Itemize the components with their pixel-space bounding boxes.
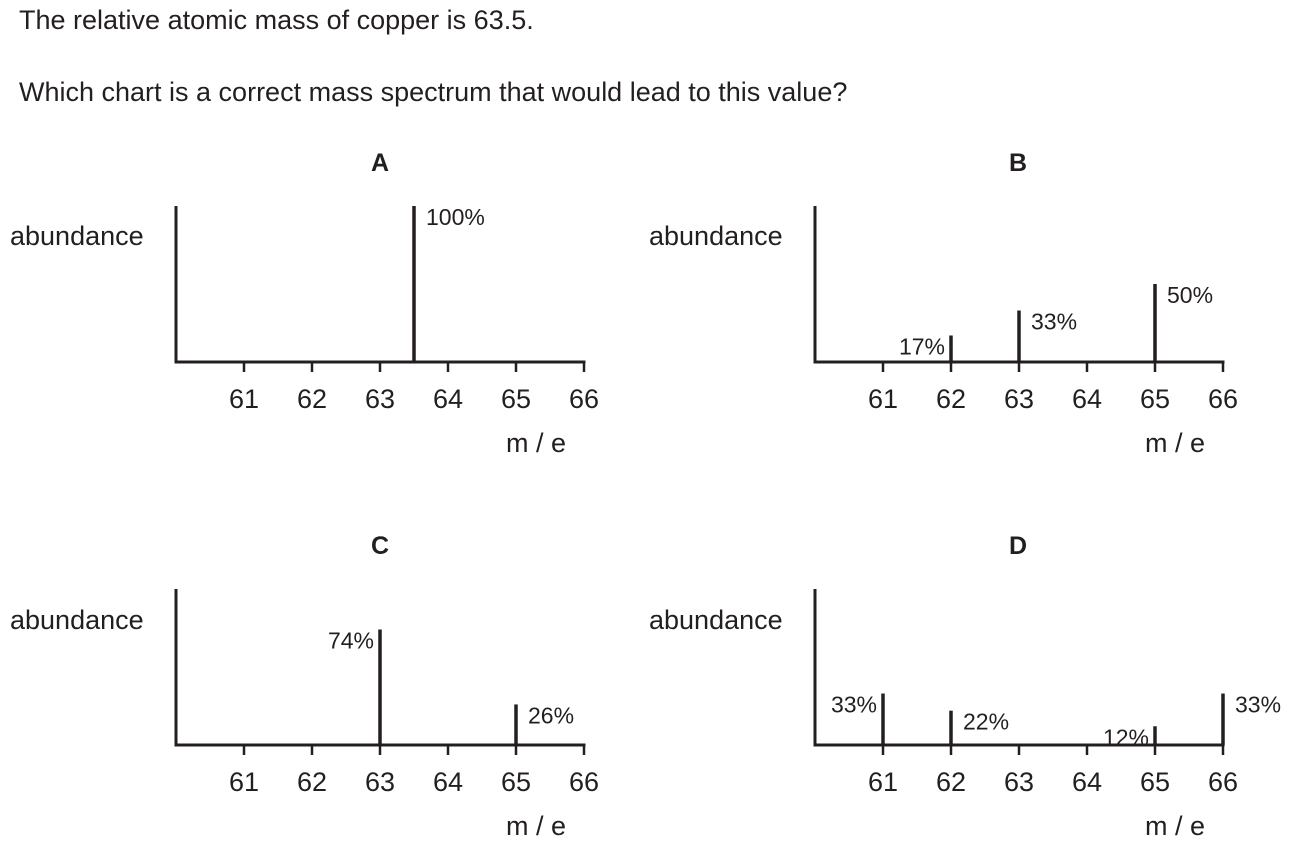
peak-label: 33%	[1235, 692, 1281, 718]
chart-title: A	[371, 149, 389, 177]
x-tick-label: 63	[365, 384, 395, 414]
x-tick-label: 64	[433, 384, 463, 414]
question-line-2: Which chart is a correct mass spectrum t…	[19, 77, 848, 107]
x-tick-label: 65	[501, 384, 531, 414]
peak-label: 12%	[1103, 724, 1149, 750]
peak-label: 100%	[426, 204, 485, 230]
x-tick-label: 65	[501, 767, 531, 797]
peak-label: 33%	[831, 692, 877, 718]
x-tick-label: 64	[433, 767, 463, 797]
x-tick-label: 62	[297, 384, 327, 414]
chart-title: B	[1009, 149, 1027, 177]
x-tick-label: 66	[569, 384, 599, 414]
x-tick-label: 61	[229, 384, 259, 414]
x-tick-label: 64	[1072, 767, 1102, 797]
x-tick-label: 62	[936, 767, 966, 797]
x-tick-label: 63	[365, 767, 395, 797]
x-tick-label: 63	[1004, 767, 1034, 797]
x-tick-label: 61	[229, 767, 259, 797]
peak-label: 33%	[1031, 309, 1077, 335]
x-tick-label: 62	[297, 767, 327, 797]
x-tick-label: 66	[1208, 767, 1238, 797]
y-axis-label: abundance	[649, 221, 783, 251]
peak-label: 26%	[528, 702, 574, 728]
x-tick-label: 65	[1140, 767, 1170, 797]
x-tick-label: 66	[1208, 384, 1238, 414]
chart-title: C	[371, 532, 389, 560]
y-axis-label: abundance	[10, 221, 144, 251]
x-axis-label: m / e	[506, 428, 566, 458]
peak-label: 17%	[899, 333, 945, 359]
x-tick-label: 62	[936, 384, 966, 414]
x-tick-label: 61	[868, 384, 898, 414]
y-axis-label: abundance	[649, 605, 783, 635]
x-tick-label: 63	[1004, 384, 1034, 414]
y-axis-label: abundance	[10, 605, 144, 635]
x-tick-label: 64	[1072, 384, 1102, 414]
x-axis-label: m / e	[506, 811, 566, 841]
question-line-1: The relative atomic mass of copper is 63…	[19, 5, 534, 35]
peak-label: 50%	[1167, 282, 1213, 308]
peak-label: 74%	[328, 628, 374, 654]
x-tick-label: 66	[569, 767, 599, 797]
x-tick-label: 65	[1140, 384, 1170, 414]
chart-title: D	[1009, 532, 1027, 560]
x-axis-label: m / e	[1145, 811, 1205, 841]
x-axis-label: m / e	[1145, 428, 1205, 458]
x-tick-label: 61	[868, 767, 898, 797]
peak-label: 22%	[963, 709, 1009, 735]
